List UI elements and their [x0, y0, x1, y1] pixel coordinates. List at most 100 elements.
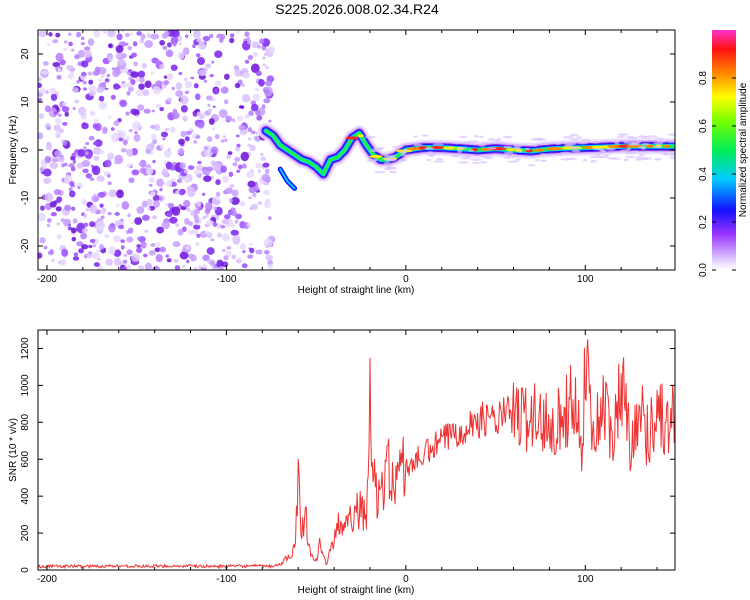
noise-blob: [214, 88, 219, 93]
noise-blob: [210, 60, 215, 64]
noise-blob: [268, 119, 272, 123]
colorbar-label: Normalized spectral amplitude: [738, 82, 749, 217]
noise-blob: [85, 173, 93, 179]
noise-blob: [88, 244, 93, 249]
noise-blob: [156, 178, 164, 187]
noise-blob: [220, 224, 226, 229]
noise-blob: [93, 118, 99, 123]
noise-blob: [184, 80, 193, 89]
ridge-halo: [374, 171, 386, 174]
noise-blob: [57, 68, 62, 73]
snr-plot-area: [38, 339, 675, 570]
noise-blob: [94, 122, 102, 132]
noise-blob: [213, 206, 217, 211]
noise-blob: [161, 221, 171, 230]
noise-blob: [38, 30, 48, 38]
noise-blob: [180, 130, 187, 138]
noise-blob: [212, 163, 221, 172]
noise-blob: [56, 222, 61, 226]
ridge-halo: [578, 142, 588, 145]
noise-blob: [249, 247, 255, 254]
ridge-halo: [369, 149, 381, 152]
noise-blob: [85, 208, 90, 212]
spectrogram-image: [38, 30, 675, 270]
noise-blob: [55, 118, 62, 125]
noise-blob: [81, 160, 91, 168]
ridge-halo: [569, 138, 579, 141]
noise-blob: [56, 196, 63, 203]
noise-blob: [190, 229, 199, 235]
noise-blob: [268, 216, 272, 221]
noise-blob: [231, 189, 239, 197]
snr-xtick-label: 0: [403, 574, 409, 585]
ridge-halo: [495, 141, 505, 144]
noise-blob: [209, 260, 216, 267]
noise-blob: [156, 242, 161, 247]
noise-blob: [101, 207, 107, 213]
noise-blob: [61, 248, 69, 257]
noise-blob: [114, 212, 120, 216]
noise-blob: [137, 104, 145, 111]
noise-blob: [166, 179, 173, 188]
noise-blob: [178, 188, 185, 196]
noise-blob: [46, 223, 51, 228]
colorbar-tick-label: 0.8: [698, 71, 709, 85]
noise-blob: [169, 126, 176, 133]
noise-blob: [41, 162, 47, 169]
noise-blob: [44, 155, 51, 164]
noise-blob: [246, 222, 252, 227]
noise-blob: [236, 169, 241, 173]
noise-blob: [127, 45, 132, 51]
ridge-halo: [638, 153, 646, 156]
noise-blob: [209, 73, 214, 78]
ridge-halo: [605, 148, 616, 151]
noise-blob: [260, 152, 264, 157]
noise-blob: [60, 258, 67, 266]
noise-blob: [194, 218, 200, 224]
spectrogram-ytick-label: -10: [20, 190, 31, 205]
noise-blob: [255, 70, 262, 77]
noise-blob: [263, 238, 273, 248]
ridge-halo: [666, 153, 675, 156]
ridge-halo: [539, 153, 547, 156]
ridge-halo: [641, 143, 650, 146]
noise-blob: [96, 265, 104, 270]
noise-blob: [144, 229, 149, 233]
ridge-halo: [530, 138, 543, 141]
noise-blob: [215, 179, 221, 186]
noise-blob: [201, 192, 206, 196]
ridge-halo: [397, 159, 406, 162]
noise-blob: [80, 232, 88, 240]
noise-blob: [183, 169, 189, 174]
noise-blob: [179, 162, 186, 169]
noise-blob: [108, 43, 113, 48]
colorbar: 0.0 0.2 0.4 0.6 0.8 Normalized spectral ampl…: [698, 30, 749, 277]
noise-blob: [233, 120, 237, 123]
noise-blob: [182, 47, 190, 55]
noise-blob: [91, 165, 101, 176]
noise-blob: [231, 210, 237, 217]
noise-blob: [83, 46, 91, 51]
noise-blob: [52, 39, 59, 44]
noise-blob: [49, 201, 57, 208]
noise-blob: [88, 79, 94, 85]
ridge-hotspot: [443, 146, 457, 150]
ridge-halo: [510, 153, 518, 156]
noise-blob: [230, 196, 240, 206]
noise-blob: [196, 233, 201, 238]
noise-blob: [198, 265, 202, 269]
noise-blob: [96, 175, 105, 182]
noise-blob: [178, 42, 183, 46]
noise-blob: [212, 221, 218, 227]
noise-blob: [239, 243, 246, 251]
noise-blob: [232, 162, 238, 167]
noise-blob: [167, 147, 171, 151]
noise-blob: [71, 236, 77, 242]
noise-blob: [61, 139, 65, 143]
noise-blob: [214, 50, 223, 58]
noise-blob: [249, 145, 256, 152]
ridge-halo: [527, 164, 536, 167]
ridge-halo: [600, 149, 606, 153]
noise-blob: [119, 99, 128, 108]
noise-blob: [48, 32, 53, 37]
